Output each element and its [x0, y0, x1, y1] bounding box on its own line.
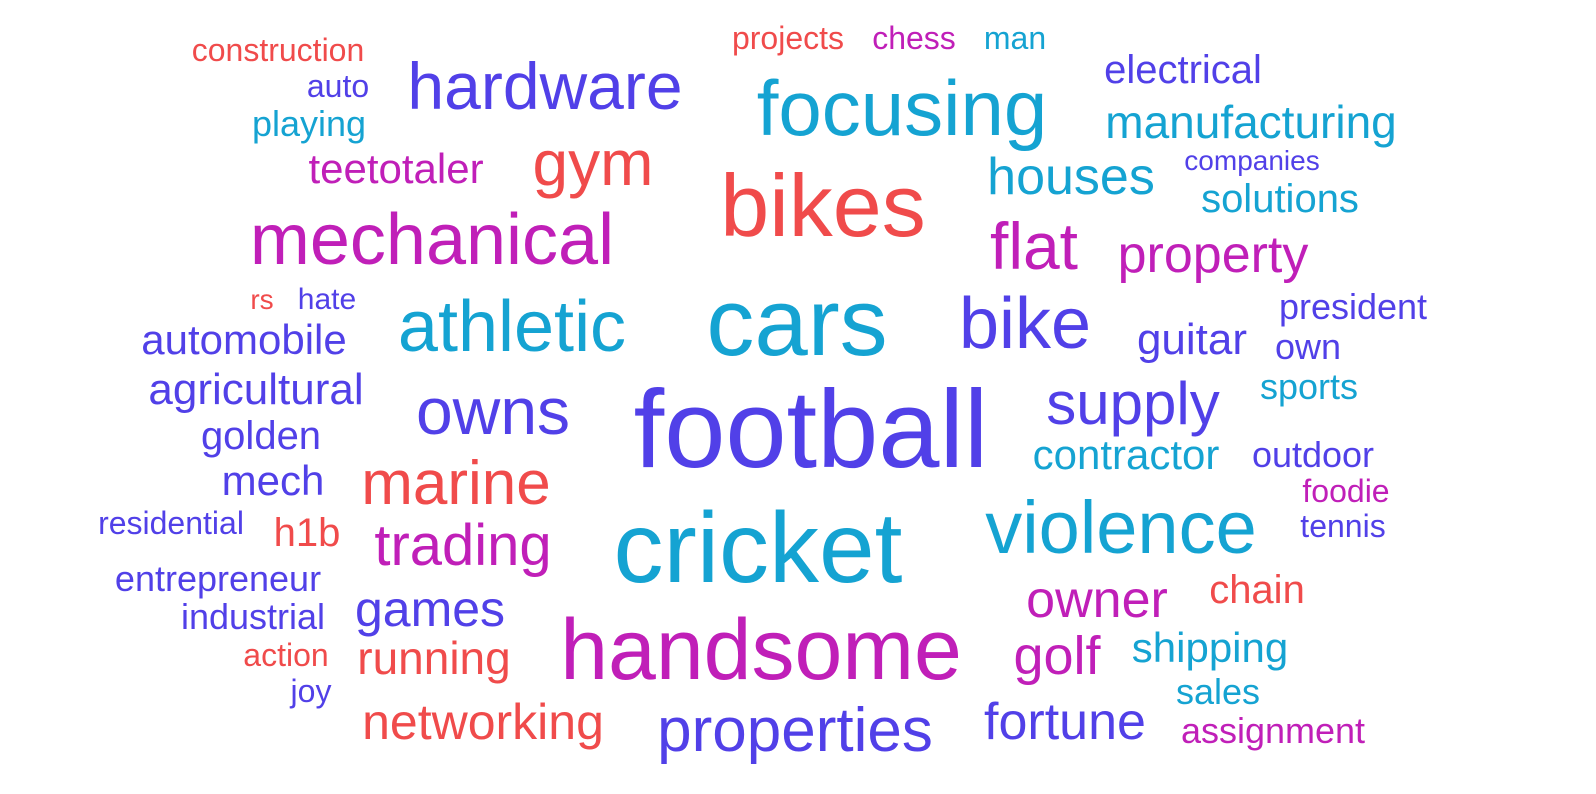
word-marine: marine [361, 449, 551, 518]
word-houses: houses [987, 148, 1155, 206]
word-networking: networking [362, 694, 604, 750]
word-h1b: h1b [273, 511, 341, 555]
word-property: property [1117, 226, 1309, 284]
word-chess: chess [872, 20, 956, 56]
word-running: running [357, 632, 511, 684]
word-outdoor: outdoor [1251, 434, 1375, 475]
word-handsome: handsome [560, 602, 962, 698]
word-trading: trading [374, 513, 552, 578]
word-automobile: automobile [141, 316, 347, 363]
word-gym: gym [532, 127, 654, 199]
word-flat: flat [989, 209, 1079, 283]
word-athletic: athletic [397, 287, 627, 367]
word-president: president [1278, 286, 1428, 327]
word-contractor: contractor [1032, 431, 1220, 478]
word-residential: residential [98, 505, 244, 541]
word-hardware: hardware [407, 49, 683, 123]
word-properties: properties [657, 696, 933, 765]
word-mech: mech [221, 457, 325, 504]
word-foodie: foodie [1302, 473, 1390, 509]
word-tennis: tennis [1300, 508, 1386, 544]
word-industrial: industrial [180, 596, 326, 637]
word-violence: violence [985, 486, 1257, 569]
word-chain: chain [1209, 568, 1305, 612]
word-construction: construction [191, 32, 365, 68]
word-owns: owns [415, 374, 571, 448]
word-owner: owner [1026, 571, 1168, 629]
word-assignment: assignment [1180, 710, 1366, 751]
word-companies: companies [1184, 145, 1320, 176]
word-games: games [354, 581, 506, 637]
word-golf: golf [1013, 626, 1101, 686]
word-sports: sports [1259, 366, 1359, 407]
word-man: man [983, 20, 1047, 56]
word-bike: bike [958, 284, 1092, 364]
word-mechanical: mechanical [249, 200, 615, 280]
word-shipping: shipping [1131, 624, 1289, 671]
word-auto: auto [306, 68, 370, 104]
word-action: action [243, 637, 329, 673]
word-electrical: electrical [1104, 48, 1262, 92]
word-entrepreneur: entrepreneur [114, 558, 322, 599]
word-football: football [633, 368, 989, 491]
word-guitar: guitar [1136, 315, 1248, 364]
word-projects: projects [731, 20, 845, 56]
word-focusing: focusing [756, 64, 1048, 152]
word-hate: hate [297, 283, 357, 316]
word-bikes: bikes [720, 156, 926, 255]
word-golden: golden [200, 414, 322, 458]
word-manufacturing: manufacturing [1105, 96, 1397, 148]
word-supply: supply [1046, 370, 1220, 437]
word-rs: rs [250, 284, 274, 315]
word-cars: cars [706, 269, 888, 376]
word-solutions: solutions [1201, 177, 1359, 221]
word-cricket: cricket [613, 492, 903, 604]
word-joy: joy [290, 673, 332, 709]
word-sales: sales [1175, 671, 1261, 712]
word-fortune: fortune [984, 693, 1146, 751]
word-own: own [1274, 326, 1342, 367]
word-playing: playing [251, 103, 367, 144]
word-teetotaler: teetotaler [308, 145, 484, 192]
word-agricultural: agricultural [148, 365, 364, 414]
